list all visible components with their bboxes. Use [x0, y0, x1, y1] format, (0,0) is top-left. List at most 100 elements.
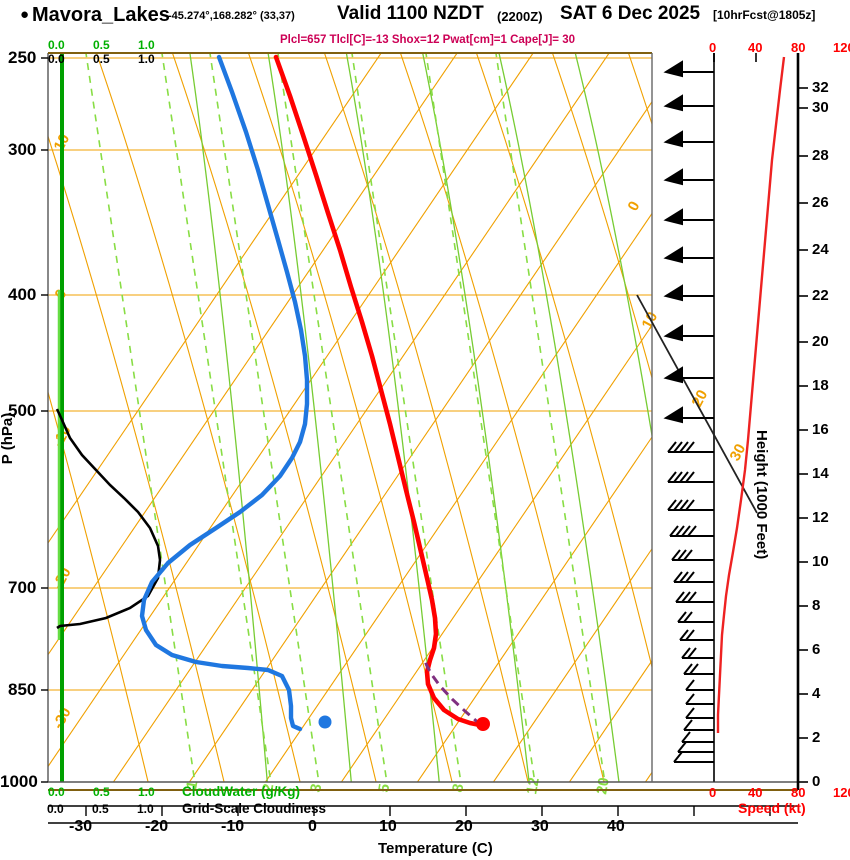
isotach-diagonal-line: [636, 294, 758, 514]
cloudwater-top-tick-1: 0.5: [93, 38, 110, 52]
surface-temperature-dot: [476, 717, 490, 731]
svg-text:1: 1: [183, 780, 201, 791]
wind-barb: [677, 611, 714, 623]
wind-barb: [663, 406, 714, 424]
valid-time: Valid 1100 NZDT: [337, 3, 484, 24]
height-tick-4: 4: [812, 685, 821, 702]
grid-lines: [48, 53, 652, 782]
cloudwater-axis-label: CloudWater (g/Kg): [182, 784, 300, 799]
cloudwater-tick-0: 0.0: [48, 785, 65, 799]
pressure-tick-1000: 1000: [0, 772, 38, 791]
speed-top-tick-120: 120: [833, 40, 850, 55]
wind-barb: [683, 663, 714, 675]
cloudiness-top-tick-1: 0.5: [93, 52, 110, 66]
height-tick-18: 18: [812, 377, 829, 394]
temperature-curve: [273, 54, 483, 728]
height-tick-16: 16: [812, 421, 829, 438]
svg-text:8: 8: [449, 783, 467, 794]
wind-barb: [681, 647, 714, 659]
svg-text:12: 12: [523, 776, 543, 795]
wind-barb: [663, 94, 714, 112]
valid-date: SAT 6 Dec 2025: [560, 3, 701, 24]
temperature-tick-20: 20: [455, 818, 473, 835]
temperature-axis-ticks: [85, 806, 771, 816]
svg-text:20: 20: [689, 387, 712, 410]
height-tick-20: 20: [812, 333, 829, 350]
cloudwater-top-tick-2: 1.0: [138, 38, 155, 52]
svg-text:2: 2: [259, 783, 277, 794]
height-tick-12: 12: [812, 509, 829, 526]
pressure-tick-850: 850: [8, 680, 37, 699]
height-tick-32: 32: [812, 79, 829, 96]
wind-barb: [663, 208, 714, 226]
pressure-tick-400: 400: [8, 285, 37, 304]
moist-adiabat-lines: [189, 53, 652, 782]
pressure-tick-250: 250: [8, 48, 37, 67]
height-tick-0: 0: [812, 773, 821, 790]
height-tick-10: 10: [812, 553, 829, 570]
cloudiness-curve: [55, 408, 162, 630]
height-tick-14: 14: [812, 465, 829, 482]
pressure-axis-label: P (hPa): [0, 412, 17, 465]
plot-frame: [47, 53, 798, 783]
sounding-parameters: Plcl=657 Tlcl[C]=-13 Shox=12 Pwat[cm]=1 …: [280, 34, 575, 46]
height-axis-ticks: [798, 87, 808, 783]
height-tick-6: 6: [812, 641, 821, 658]
wind-barb: [663, 246, 714, 264]
temperature-tick-30: 30: [531, 818, 549, 835]
wind-barb: [663, 60, 714, 78]
height-tick-26: 26: [812, 194, 829, 211]
mixing-ratio-lines: [85, 53, 606, 782]
height-tick-22: 22: [812, 287, 829, 304]
cloudiness-top-tick-2: 1.0: [138, 52, 155, 66]
surface-dewpoint-dot: [318, 715, 332, 729]
speed-tick-120: 120: [833, 785, 850, 800]
plot-background: [48, 53, 652, 782]
cloudwater-tick-2: 1.0: [138, 785, 155, 799]
wind-barb: [673, 751, 714, 763]
height-tick-30: 30: [812, 99, 829, 116]
pressure-tick-300: 300: [8, 140, 37, 159]
wind-speed-curve: [716, 56, 786, 733]
wind-barb: [663, 366, 714, 384]
svg-text:3: 3: [307, 783, 325, 794]
parcel-path-curve: [422, 658, 482, 727]
wind-barb: [677, 741, 714, 753]
svg-text:5: 5: [375, 783, 393, 794]
height-tick-28: 28: [812, 147, 829, 164]
wind-barb: [663, 324, 714, 342]
height-tick-8: 8: [812, 597, 821, 614]
cloudwater-top-tick-0: 0.0: [48, 38, 65, 52]
wind-barb: [671, 549, 714, 561]
pressure-axis-ticks: [41, 57, 48, 783]
speed-axis-ticks: [713, 53, 757, 62]
wind-barb: [669, 525, 714, 537]
svg-text:30: 30: [727, 441, 750, 464]
cloudiness-tick-0: 0.0: [47, 802, 64, 816]
wind-barb: [679, 629, 714, 641]
wind-barb: [663, 168, 714, 186]
station-name: Mavora_Lakes: [32, 4, 170, 26]
wind-barb: [683, 719, 714, 731]
wind-barb: [667, 499, 714, 511]
station-coords: -45.274°,168.282° (33,37): [168, 10, 295, 22]
cloudiness-tick-1: 0.5: [92, 802, 109, 816]
forecast-tag: [10hrFcst@1805z]: [713, 8, 816, 22]
pressure-tick-700: 700: [8, 578, 37, 597]
wind-barb: [667, 471, 714, 483]
wind-barb: [685, 693, 714, 705]
speed-tick-80: 80: [791, 785, 806, 800]
temperature-tick--20: -20: [145, 818, 169, 835]
pressure-tick-500: 500: [8, 401, 37, 420]
speed-top-tick-80: 80: [791, 40, 806, 55]
cloudwater-tick-1: 0.5: [93, 785, 110, 799]
temperature-tick-10: 10: [379, 818, 397, 835]
wind-barbs: [663, 60, 714, 763]
svg-text:10: 10: [639, 309, 662, 332]
speed-axis-label: Speed (kt): [738, 800, 806, 816]
dewpoint-curve: [139, 54, 310, 732]
wind-barb: [685, 707, 714, 719]
speed-tick-40: 40: [748, 785, 763, 800]
